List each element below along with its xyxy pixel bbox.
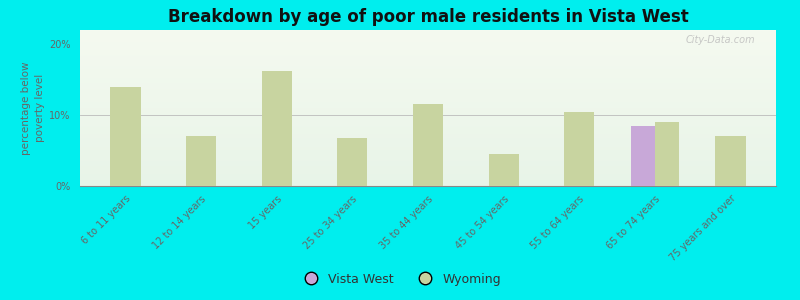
Bar [655,122,679,186]
Bar [564,112,594,186]
Bar [110,87,141,186]
Bar [413,104,443,186]
Bar [186,136,216,186]
Title: Breakdown by age of poor male residents in Vista West: Breakdown by age of poor male residents … [168,8,688,26]
Text: City-Data.com: City-Data.com [686,35,755,45]
Bar [489,154,518,186]
Bar [262,71,292,186]
Bar [630,126,655,186]
Y-axis label: percentage below
poverty level: percentage below poverty level [22,61,45,155]
Legend: Vista West, Wyoming: Vista West, Wyoming [294,268,506,291]
Bar [715,136,746,186]
Bar [338,138,367,186]
